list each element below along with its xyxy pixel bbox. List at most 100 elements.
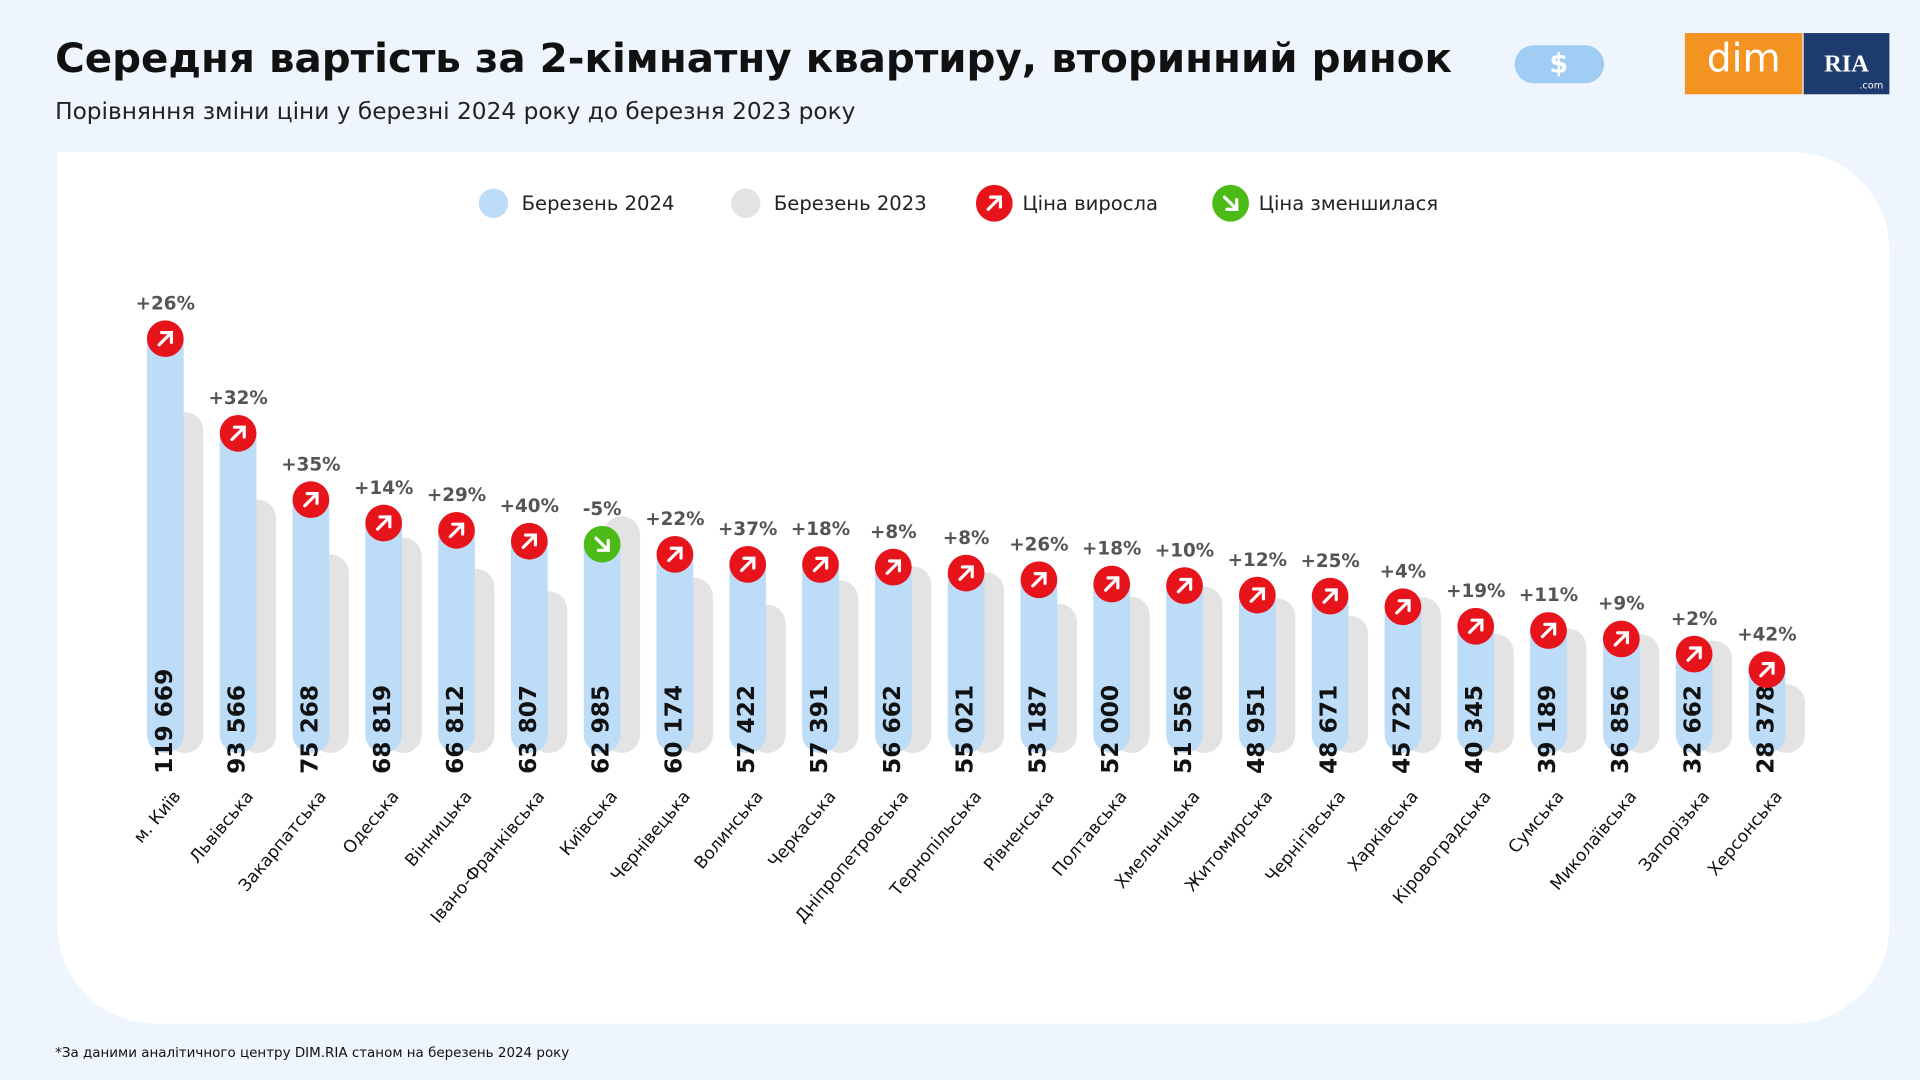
bar (1384, 590, 1422, 754)
value-label: 119 669 (151, 669, 178, 774)
badge-text: $ (1549, 48, 1568, 79)
arrow-icon (1104, 576, 1120, 592)
arrow-icon (986, 195, 1002, 211)
change-label: +37% (718, 519, 777, 540)
bar (365, 507, 403, 754)
change-label: +12% (1228, 550, 1287, 571)
bar (947, 557, 985, 754)
logo-right (1803, 33, 1890, 95)
chart-title: Середня вартість за 2-кімнатну квартиру,… (55, 34, 1452, 82)
bar (802, 548, 839, 754)
legend-label: Березень 2023 (774, 192, 927, 215)
arrow-icon (303, 491, 319, 508)
change-label: +29% (427, 485, 486, 506)
change-label: +2% (1671, 609, 1718, 630)
arrow-icon (375, 515, 392, 531)
value-label: 66 812 (442, 685, 469, 774)
arrow-icon (448, 522, 465, 539)
legend-label: Ціна виросла (1022, 192, 1158, 215)
arrow-icon (1759, 661, 1775, 678)
arrow-icon (1686, 646, 1702, 662)
arrow-icon (667, 546, 683, 563)
value-label: 28 378 (1752, 685, 1779, 774)
change-label: +26% (1009, 534, 1068, 555)
arrow-icon (1468, 618, 1484, 634)
change-label: +19% (1446, 581, 1505, 602)
value-label: 57 422 (733, 685, 760, 774)
value-label: 63 807 (515, 685, 542, 774)
badge (1514, 45, 1605, 84)
value-label: 40 345 (1461, 685, 1488, 774)
bar (656, 538, 694, 754)
change-label: +40% (500, 496, 559, 517)
bar (438, 514, 475, 754)
bar (1457, 610, 1495, 754)
value-label: 48 951 (1243, 685, 1270, 774)
arrow-icon (157, 330, 174, 347)
value-label: 62 985 (588, 685, 615, 774)
change-label: +35% (281, 454, 340, 475)
change-label: +8% (943, 528, 990, 549)
arrow-icon (1540, 622, 1557, 639)
arrow-icon (1176, 577, 1193, 594)
bar (1530, 614, 1567, 754)
legend-swatch (731, 188, 761, 218)
arrow-icon (1613, 631, 1630, 647)
value-label: 39 189 (1534, 685, 1561, 774)
change-label: +10% (1155, 540, 1214, 561)
change-label: +4% (1380, 562, 1427, 583)
change-label: +25% (1300, 551, 1359, 572)
value-label: 57 391 (806, 685, 833, 774)
value-label: 32 662 (1680, 685, 1707, 774)
change-label: +42% (1737, 624, 1796, 645)
change-label: +11% (1519, 585, 1578, 606)
change-label: +18% (791, 519, 850, 540)
arrow-icon (230, 425, 246, 442)
bar (292, 483, 330, 754)
arrow-icon (885, 559, 902, 575)
arrow-icon (958, 565, 974, 581)
change-label: +32% (208, 388, 267, 409)
logo-text: RIA (1824, 51, 1869, 78)
bar (874, 551, 912, 754)
change-label: +26% (136, 293, 195, 314)
arrow-icon (1249, 587, 1266, 603)
bar (583, 528, 621, 754)
change-label: +22% (645, 509, 704, 530)
arrow-icon (521, 533, 538, 549)
legend-swatch (478, 188, 509, 218)
value-label: 56 662 (879, 685, 906, 774)
bar (729, 548, 767, 754)
change-label: +8% (870, 522, 917, 543)
bar (219, 417, 257, 754)
logo-text: .com (1859, 81, 1883, 92)
legend-label: Ціна зменшилася (1259, 192, 1438, 215)
bar (146, 322, 184, 754)
arrow-icon (740, 556, 756, 573)
bar (1311, 580, 1349, 754)
value-label: 51 556 (1170, 685, 1197, 774)
value-label: 36 856 (1607, 685, 1634, 774)
bar (1020, 563, 1058, 754)
arrow-icon (594, 536, 610, 552)
value-label: 75 268 (296, 685, 323, 774)
arrow-icon (1031, 572, 1047, 588)
value-label: 52 000 (1097, 685, 1124, 774)
logo-left (1684, 33, 1803, 95)
value-label: 68 819 (369, 685, 396, 774)
value-label: 45 722 (1388, 685, 1415, 774)
change-label: -5% (583, 499, 622, 520)
bar (510, 525, 548, 754)
subtitle: Порівняння зміни ціни у березні 2024 рок… (55, 98, 856, 125)
bar (1238, 579, 1276, 754)
change-label: +18% (1082, 539, 1141, 560)
arrow-icon (812, 556, 829, 573)
bar (1602, 623, 1640, 754)
change-label: +14% (354, 478, 413, 499)
bar (1166, 569, 1203, 754)
value-label: 60 174 (660, 685, 687, 774)
change-label: +9% (1598, 594, 1645, 615)
value-label: 93 566 (224, 685, 251, 774)
value-label: 48 671 (1316, 685, 1343, 774)
